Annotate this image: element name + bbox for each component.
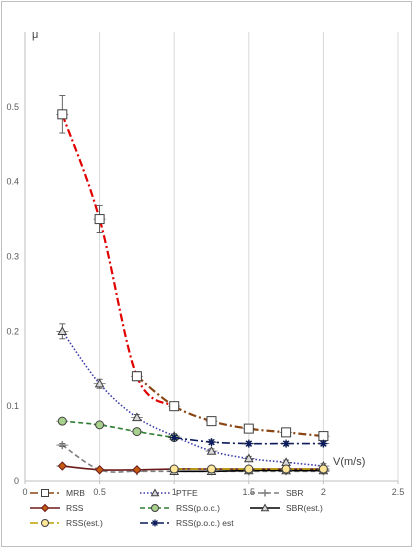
y-tick-label: 0.5: [6, 102, 19, 112]
data-point: [282, 439, 291, 448]
data-point: [57, 461, 68, 471]
series-line: [62, 420, 175, 439]
series-line: [136, 375, 324, 438]
data-point: [170, 433, 179, 442]
data-point: [207, 438, 216, 447]
legend-swatch-marker: [150, 488, 160, 497]
legend-label: RSS(p.o.c.) est: [176, 518, 234, 528]
data-point: [57, 416, 67, 426]
data-point: [281, 464, 291, 474]
legend-label: SBR: [286, 488, 303, 498]
y-tick-label: 0.4: [6, 177, 19, 187]
series-rss-p-o-c-est: [168, 433, 330, 448]
x-axis-label: V(m/s): [333, 456, 365, 468]
legend-item: SBR: [250, 488, 303, 498]
data-point: [132, 427, 142, 437]
y-axis-label: μ: [32, 29, 38, 41]
tick-labels: 0 0.5 1 1.5 2 2.5 0 0.1 0.2 0.3 0.4 0.5: [6, 102, 404, 497]
data-point: [94, 378, 105, 388]
legend-item: RSS(p.o.c.) est: [140, 518, 234, 528]
data-point: [318, 431, 329, 442]
x-tick-label: 2.5: [392, 487, 405, 497]
y-tick-label: 0: [14, 476, 19, 486]
data-point: [94, 214, 105, 225]
data-point: [131, 371, 142, 382]
axes: [24, 32, 399, 484]
legend-item: MRB: [30, 488, 85, 498]
legend-swatch-marker: [260, 503, 270, 512]
x-tick-label: 1.5: [243, 487, 256, 497]
x-tick-label: 0.5: [93, 487, 106, 497]
data-point: [169, 401, 180, 412]
series-line: [174, 436, 324, 445]
series-rss-est-: [168, 464, 330, 474]
grid-lines: [99, 32, 399, 481]
legend-label: RSS: [66, 503, 84, 513]
legend-item: PTFE: [140, 488, 198, 498]
data-point: [319, 439, 328, 448]
legend-label: RSS(p.o.c.): [176, 503, 220, 513]
data-point: [58, 441, 67, 450]
x-tick-label: 0: [22, 487, 27, 497]
x-tick-label: 2: [321, 487, 326, 497]
data-point: [57, 326, 68, 336]
data-point: [244, 439, 253, 448]
legend-label: RSS(est.): [66, 518, 103, 528]
data-point: [281, 427, 292, 438]
data-point: [57, 109, 68, 120]
legend-swatch-marker: [41, 489, 49, 497]
series-ptfe: [56, 323, 330, 470]
series-rss-p-o-c-: [56, 416, 181, 443]
data-point: [243, 453, 254, 463]
legend-item: RSS(est.): [30, 518, 103, 528]
data-point: [318, 464, 328, 474]
legend-label: SBR(est.): [286, 503, 323, 513]
y-tick-label: 0.1: [6, 401, 19, 411]
data-point: [132, 412, 142, 422]
data-point: [132, 465, 142, 475]
legend-swatch-marker: [40, 503, 50, 513]
data-point: [207, 464, 216, 474]
legend-item: SBR(est.): [250, 503, 323, 513]
legend: MRB PTFE SBR RSS RSS(p.o.c.) SBR(est.) RSS(est…: [30, 488, 323, 528]
data-point: [95, 420, 105, 430]
series-line: [61, 113, 175, 408]
legend-swatch-marker: [151, 519, 159, 527]
plot-area: [56, 95, 330, 476]
data-point: [94, 465, 105, 475]
series-mrb: [56, 95, 330, 442]
data-point: [244, 464, 254, 474]
legend-swatch-marker: [261, 489, 269, 497]
y-tick-label: 0.3: [6, 252, 19, 262]
data-point: [206, 416, 217, 427]
data-point: [206, 446, 217, 455]
legend-label: PTFE: [176, 488, 198, 498]
legend-swatch-marker: [41, 519, 49, 527]
y-tick-label: 0.2: [6, 326, 19, 336]
data-point: [243, 423, 254, 434]
data-point: [169, 464, 179, 474]
legend-item: RSS(p.o.c.): [140, 503, 220, 513]
legend-label: MRB: [66, 488, 85, 498]
x-tick-label: 1: [172, 487, 177, 497]
legend-item: RSS: [30, 503, 84, 513]
legend-swatch-marker: [151, 504, 159, 512]
